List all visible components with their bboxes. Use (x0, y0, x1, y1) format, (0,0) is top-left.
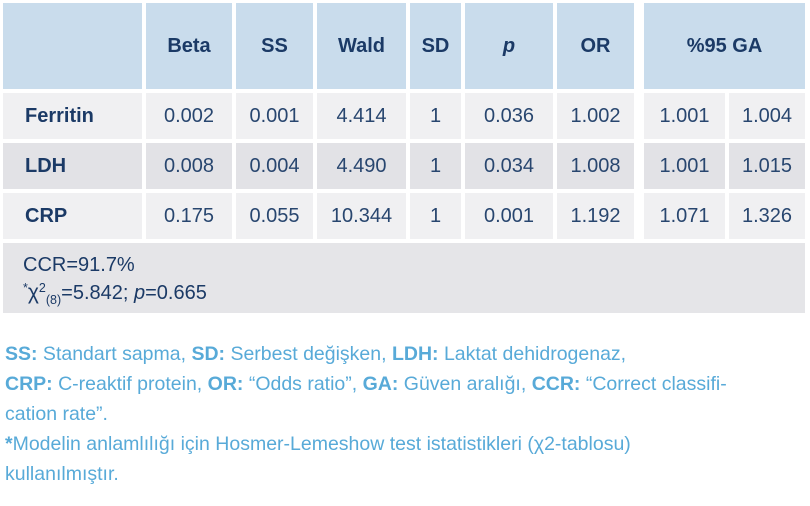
model-note: *Modelin anlamlılığı için Hosmer-Lemesho… (5, 433, 631, 485)
ferritin-ss: 0.001 (236, 93, 313, 139)
column-spacer (638, 143, 640, 189)
ldh-wald: 4.490 (317, 143, 406, 189)
abbreviation-note: SS: Standart sapma, SD: Serbest değişken… (5, 343, 727, 425)
chi-superscript: 2 (38, 281, 46, 295)
ccr-line: CCR=91.7% (23, 254, 135, 276)
crp-ss: 0.055 (236, 193, 313, 239)
ldh-or: 1.008 (557, 143, 634, 189)
ldh-ss: 0.004 (236, 143, 313, 189)
ferritin-p: 0.036 (465, 93, 553, 139)
ldh-ga-low: 1.001 (644, 143, 725, 189)
row-label-crp: CRP (3, 193, 142, 239)
row-label-ferritin: Ferritin (3, 93, 142, 139)
chi-square-line: *χ2(8)=5.842; p=0.665 (23, 279, 805, 309)
chi-symbol: χ (27, 281, 39, 304)
header-ga: %95 GA (644, 3, 805, 89)
header-sd: SD (410, 3, 461, 89)
chi-star: * (23, 281, 28, 295)
column-spacer (638, 93, 640, 139)
ldh-p: 0.034 (465, 143, 553, 189)
ferritin-ga-high: 1.004 (729, 93, 805, 139)
crp-p: 0.001 (465, 193, 553, 239)
row-label-ldh: LDH (3, 143, 142, 189)
regression-table: Beta SS Wald SD p OR %95 GA Ferritin 0.0… (3, 3, 805, 313)
p-label: p (133, 282, 146, 304)
ldh-sd: 1 (410, 143, 461, 189)
p-value: =0.665 (145, 282, 207, 304)
ferritin-ga-low: 1.001 (644, 93, 725, 139)
header-p: p (465, 3, 553, 89)
crp-ga-high: 1.326 (729, 193, 805, 239)
ferritin-wald: 4.414 (317, 93, 406, 139)
ldh-ga-high: 1.015 (729, 143, 805, 189)
crp-beta: 0.175 (146, 193, 232, 239)
chi-value: =5.842; (61, 282, 134, 304)
header-ss: SS (236, 3, 313, 89)
footnotes: SS: Standart sapma, SD: Serbest değişken… (0, 339, 805, 489)
column-spacer (638, 3, 640, 89)
chi-subscript: (8) (45, 293, 62, 307)
ferritin-or: 1.002 (557, 93, 634, 139)
ferritin-beta: 0.002 (146, 93, 232, 139)
ferritin-sd: 1 (410, 93, 461, 139)
crp-wald: 10.344 (317, 193, 406, 239)
ldh-beta: 0.008 (146, 143, 232, 189)
column-spacer (638, 193, 640, 239)
crp-sd: 1 (410, 193, 461, 239)
crp-or: 1.192 (557, 193, 634, 239)
crp-ga-low: 1.071 (644, 193, 725, 239)
header-or: OR (557, 3, 634, 89)
header-corner-cell (3, 3, 142, 89)
table-summary-band: CCR=91.7% *χ2(8)=5.842; p=0.665 (3, 243, 805, 313)
header-wald: Wald (317, 3, 406, 89)
header-beta: Beta (146, 3, 232, 89)
